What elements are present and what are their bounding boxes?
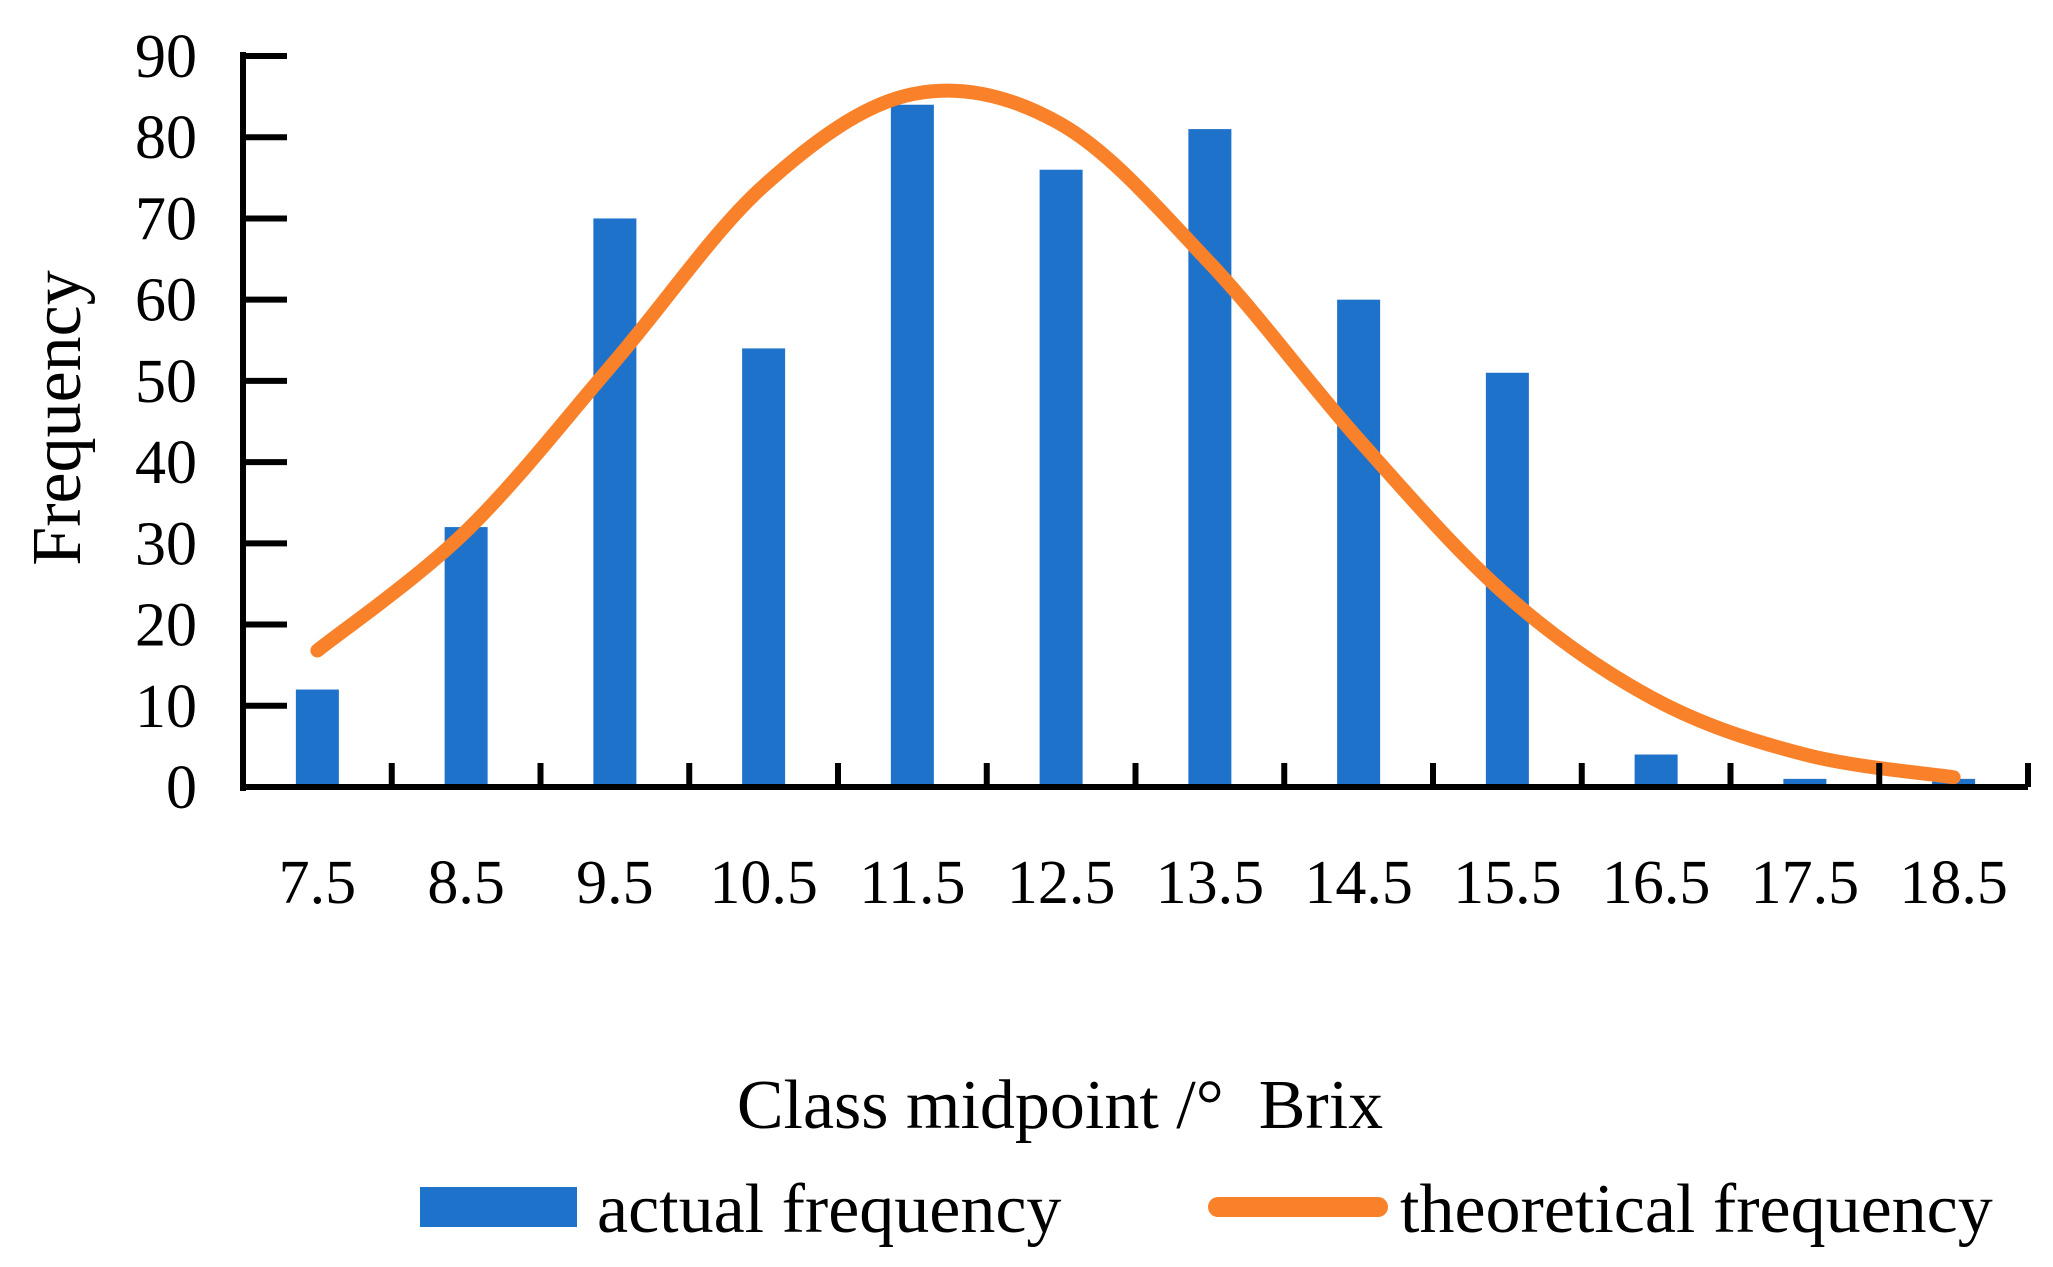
x-tick-label: 7.5 [279, 849, 357, 917]
x-tick-label: 9.5 [576, 849, 654, 917]
legend-label-theoretical-frequency: theoretical frequency [1400, 1171, 1993, 1248]
bar-8.5 [444, 527, 488, 787]
theoretical-frequency-line [310, 83, 1961, 785]
x-tick-label: 18.5 [1899, 849, 2008, 917]
axes [240, 52, 2031, 791]
x-tick-label: 11.5 [859, 849, 965, 917]
bar-9.5 [593, 218, 637, 787]
x-tick-label: 17.5 [1751, 849, 1860, 917]
legend-label-actual-frequency: actual frequency [597, 1171, 1061, 1248]
y-tick-label: 0 [166, 754, 197, 822]
bar-13.5 [1188, 129, 1232, 788]
bar-10.5 [742, 348, 786, 787]
x-axis-title: Class midpoint /° Brix [737, 1067, 1383, 1144]
y-axis-title: Frequency [19, 270, 96, 565]
line-series-theoretical-frequency [310, 83, 1961, 785]
x-tick-label: 13.5 [1156, 849, 1265, 917]
y-tick-label: 60 [135, 267, 197, 335]
y-tick-label: 30 [135, 510, 197, 578]
legend-swatch-actual-frequency [420, 1187, 577, 1227]
x-tick-label: 15.5 [1453, 849, 1562, 917]
y-tick-label: 80 [135, 104, 197, 172]
bar-16.5 [1634, 754, 1678, 787]
x-tick-label: 16.5 [1602, 849, 1711, 917]
y-tick-label: 20 [135, 592, 197, 660]
legend: actual frequency theoretical frequency [420, 1171, 1993, 1248]
bar-17.5 [1783, 778, 1827, 787]
y-tick-label: 90 [135, 23, 197, 91]
x-tick-label: 12.5 [1007, 849, 1116, 917]
y-tick-labels: 0 10 20 30 40 50 60 70 80 90 [135, 23, 197, 822]
bar-11.5 [890, 104, 934, 787]
x-tick-labels: 7.5 8.5 9.5 10.5 11.5 12.5 13.5 14.5 15.5 16.5 17.… [279, 849, 2008, 917]
y-tick-label: 40 [135, 429, 197, 497]
bar-7.5 [295, 689, 339, 787]
x-tick-label: 8.5 [427, 849, 505, 917]
x-tick-label: 10.5 [709, 849, 818, 917]
bar-14.5 [1337, 299, 1381, 787]
x-tick-label: 14.5 [1304, 849, 1413, 917]
y-tick-label: 10 [135, 673, 197, 741]
y-tick-label: 50 [135, 348, 197, 416]
y-tick-label: 70 [135, 185, 197, 253]
bar-12.5 [1039, 169, 1083, 787]
